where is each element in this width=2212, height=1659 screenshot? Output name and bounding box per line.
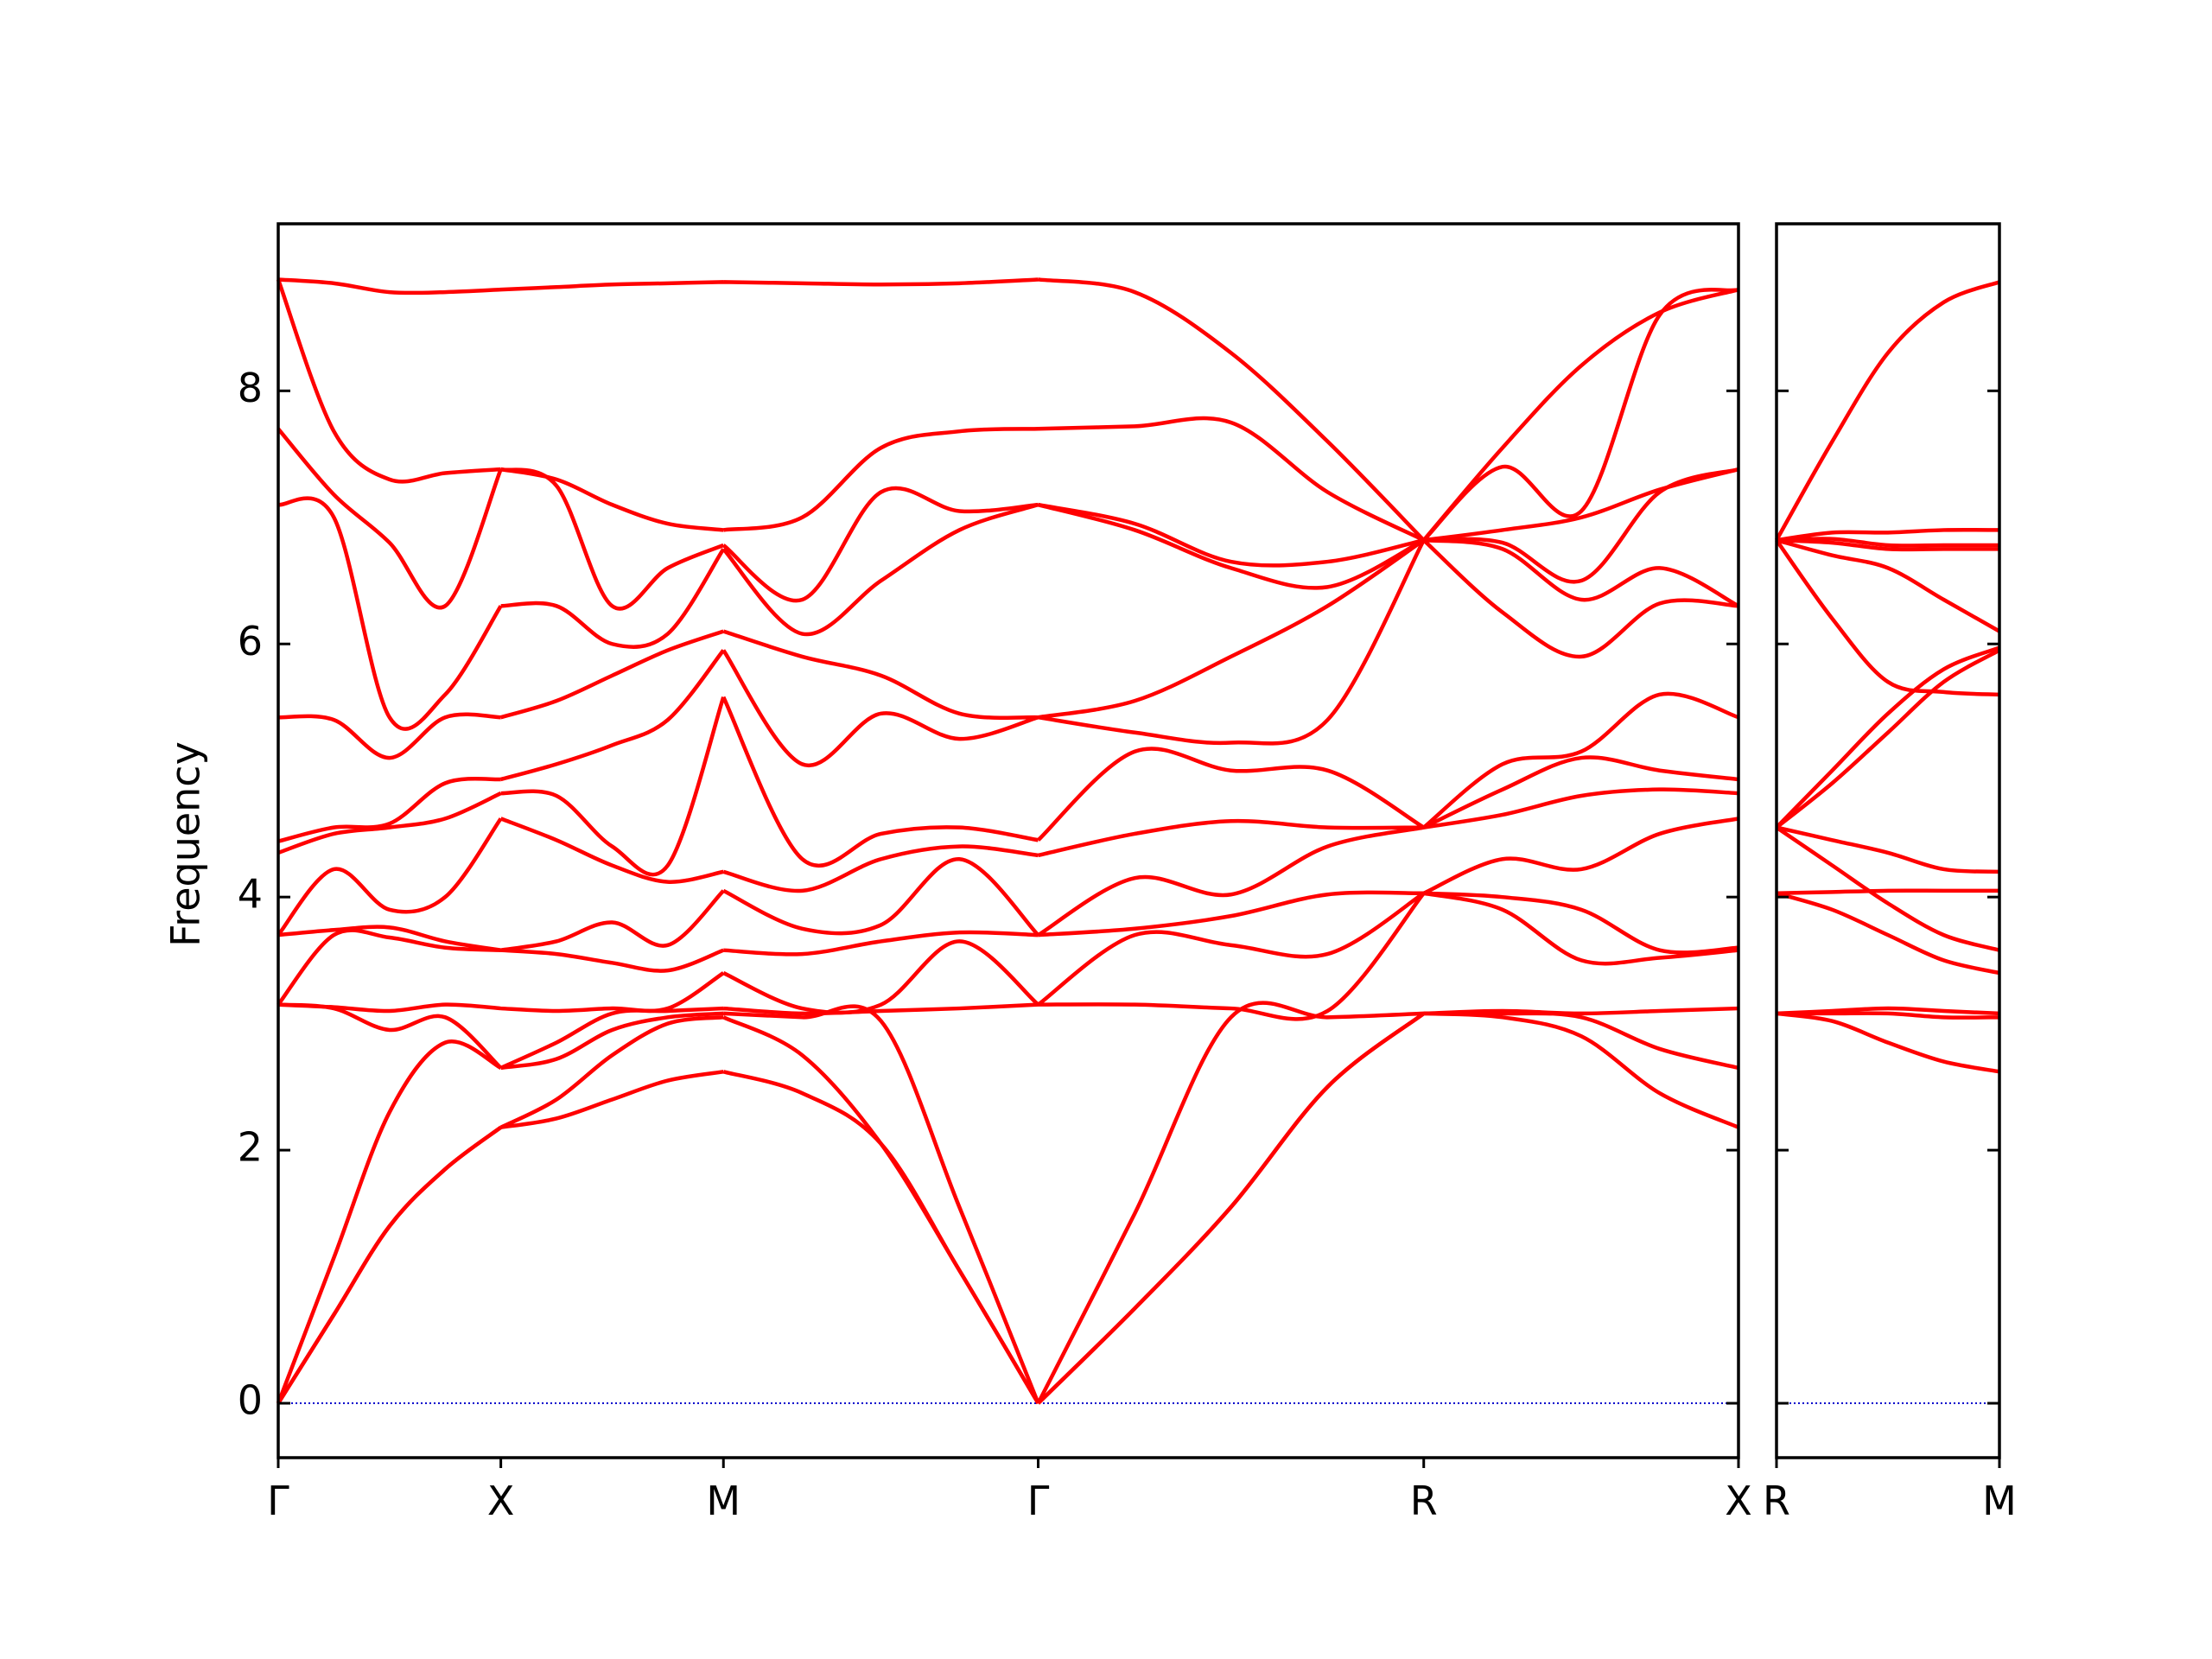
- x-tick-label: R: [1763, 1478, 1790, 1524]
- band-line: [1776, 825, 2000, 874]
- x-tick-label: M: [706, 1478, 741, 1524]
- band-line: [276, 1011, 1739, 1405]
- y-axis-label: Frequency: [162, 741, 209, 947]
- band-line: [276, 755, 1739, 937]
- band-line: [1775, 538, 2000, 697]
- y-tick-label: 2: [238, 1124, 263, 1171]
- band-line: [277, 277, 1739, 542]
- band-line: [1776, 1006, 2000, 1016]
- band-line: [277, 891, 1739, 1015]
- band-line: [276, 427, 1739, 611]
- band-line: [276, 278, 1739, 543]
- band-line: [276, 1001, 1739, 1405]
- band-line: [1776, 888, 1999, 896]
- band-line: [277, 467, 1739, 731]
- band-line: [1775, 825, 2000, 952]
- y-tick-label: 8: [238, 365, 263, 411]
- y-tick-label: 0: [238, 1377, 263, 1424]
- band-line: [1775, 648, 2001, 830]
- band-line: [276, 817, 1739, 1007]
- y-tick-label: 4: [238, 871, 263, 918]
- band-line: [277, 891, 1739, 1070]
- y-tick-label: 6: [238, 618, 263, 664]
- x-tick-label: Γ: [267, 1478, 289, 1524]
- band-line: [1776, 891, 2000, 976]
- plot-frame: [1775, 222, 2001, 1459]
- band-line: [277, 787, 1739, 952]
- x-tick-label: R: [1410, 1478, 1438, 1524]
- band-line: [1776, 537, 1999, 552]
- band-line: [1776, 527, 2000, 543]
- band-line: [1776, 1011, 2000, 1074]
- band-line: [1776, 537, 1999, 548]
- plot-frame: [276, 222, 1740, 1459]
- x-tick-label: M: [1982, 1478, 2017, 1524]
- band-line: [1775, 645, 2000, 830]
- x-tick-label: Γ: [1027, 1478, 1050, 1524]
- band-line: [277, 537, 1740, 760]
- x-tick-label: X: [1725, 1478, 1752, 1524]
- band-line: [1775, 280, 2000, 542]
- band-line: [1776, 537, 2001, 633]
- band-line: [277, 538, 1739, 843]
- x-tick-label: X: [487, 1478, 515, 1524]
- band-line: [277, 691, 1739, 877]
